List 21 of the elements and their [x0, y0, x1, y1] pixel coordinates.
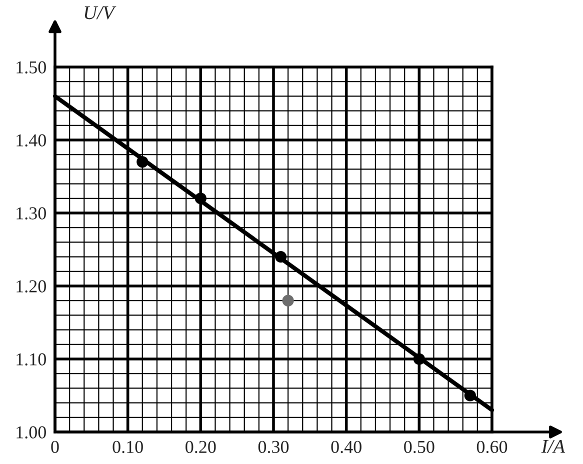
x-tick-label: 0.60 [476, 440, 508, 454]
point [274, 250, 287, 263]
x-axis-title: I/A [541, 440, 566, 453]
y-tick-label: 1.00 [16, 426, 46, 439]
point [282, 294, 294, 306]
x-tick-label: 0.50 [404, 440, 434, 454]
y-tick-label: 1.30 [16, 207, 46, 220]
y-axis-title: U/V [84, 6, 116, 20]
x-tick-label: 0.40 [331, 440, 362, 454]
x-tick-label: 0 [51, 440, 59, 454]
point [194, 192, 206, 204]
point [413, 353, 425, 365]
x-tick-label: 0.20 [186, 440, 216, 454]
y-tick-label: 1.10 [16, 353, 46, 366]
point [464, 390, 476, 402]
y-tick-label: 1.40 [16, 134, 46, 147]
y-tick-label: 1.20 [16, 280, 46, 293]
x-tick-label: 0.30 [258, 440, 289, 454]
y-tick-label: 1.50 [16, 61, 46, 74]
point [136, 156, 148, 168]
x-tick-label: 0.10 [112, 440, 143, 454]
